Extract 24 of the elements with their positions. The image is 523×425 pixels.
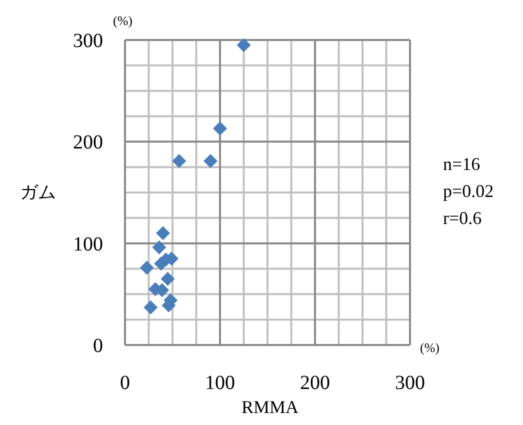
point: [236, 38, 251, 52]
text: p=0.02: [443, 181, 494, 201]
x-tick-label: 300: [395, 372, 425, 394]
y-axis-title: ガム: [20, 182, 56, 203]
y-tick-label: 300: [73, 30, 103, 52]
text: (%): [420, 340, 440, 355]
x-tick-label: 0: [120, 372, 130, 394]
point: [140, 260, 154, 275]
point: [213, 121, 227, 136]
text: n=16: [443, 154, 480, 174]
point: [160, 272, 175, 286]
point: [204, 154, 218, 168]
text: (%): [113, 13, 132, 28]
y-tick-label: 0: [93, 335, 103, 357]
point: [144, 300, 158, 314]
x-tick-label: 100: [205, 372, 235, 394]
y-tick-label: 200: [73, 132, 103, 154]
point: [156, 226, 170, 240]
text: r=0.6: [443, 208, 482, 228]
point: [172, 154, 186, 168]
point: [152, 240, 166, 254]
y-tick-label: 100: [73, 233, 103, 256]
x-axis-title: RMMA: [241, 397, 299, 417]
x-tick-label: 200: [300, 372, 330, 394]
